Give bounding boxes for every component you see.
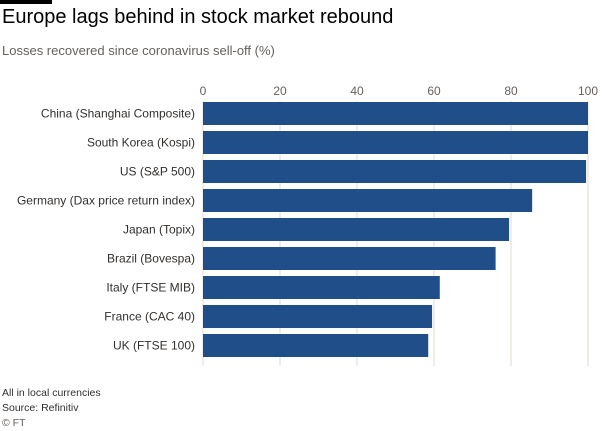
category-label: UK (FTSE 100) xyxy=(113,339,195,353)
bar xyxy=(203,305,433,328)
category-label: US (S&P 500) xyxy=(120,165,195,179)
bar xyxy=(203,160,587,183)
category-label: China (Shanghai Composite) xyxy=(41,107,195,121)
category-label: Japan (Topix) xyxy=(123,223,195,237)
bar xyxy=(203,189,533,212)
top-rule xyxy=(0,0,52,4)
category-label: Germany (Dax price return index) xyxy=(17,194,195,208)
bar xyxy=(203,334,429,357)
category-label: France (CAC 40) xyxy=(104,310,195,324)
x-tick-label: 40 xyxy=(350,84,364,98)
bar xyxy=(203,276,440,299)
category-label: South Korea (Kospi) xyxy=(87,136,195,150)
footer-copyright: © FT xyxy=(2,417,26,429)
chart-subtitle: Losses recovered since coronavirus sell-… xyxy=(2,43,275,58)
x-tick-label: 80 xyxy=(504,84,518,98)
category-label: Italy (FTSE MIB) xyxy=(106,281,195,295)
chart-title: Europe lags behind in stock market rebou… xyxy=(2,6,394,28)
x-tick-label: 60 xyxy=(427,84,441,98)
bar xyxy=(203,131,588,154)
bar xyxy=(203,102,588,125)
footer-note: All in local currencies xyxy=(2,387,101,399)
bar-chart: 0 20 40 60 80 100 China (Shanghai Composite) So… xyxy=(17,84,598,366)
x-tick-label: 100 xyxy=(578,84,598,98)
bar xyxy=(203,218,510,241)
x-tick-label: 20 xyxy=(273,84,287,98)
category-label: Brazil (Bovespa) xyxy=(107,252,195,266)
chart-footer: All in local currencies Source: Refiniti… xyxy=(2,386,101,431)
x-tick-label: 0 xyxy=(200,84,207,98)
footer-source: Source: Refinitiv xyxy=(2,402,79,414)
bar xyxy=(203,247,496,270)
